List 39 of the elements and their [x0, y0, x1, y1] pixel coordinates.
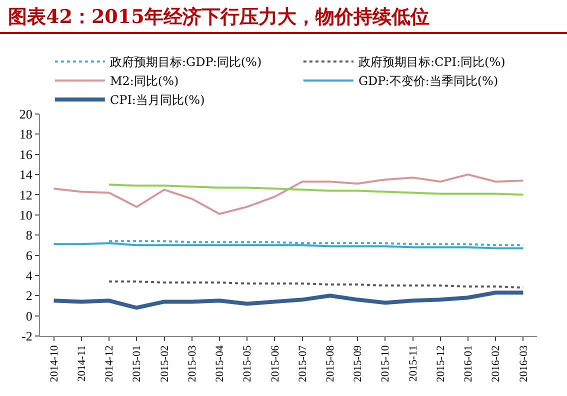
x-tick-label: 2015-11 — [407, 345, 420, 382]
x-tick-label: 2014-11 — [76, 345, 88, 382]
x-tick-label: 2015-04 — [214, 344, 226, 382]
line-series — [52, 174, 524, 215]
y-tick-label: -2 — [22, 328, 32, 344]
x-tick-label: 2015-03 — [186, 344, 198, 382]
x-tick-label: 2016-03 — [518, 344, 530, 382]
y-tick-label: 10 — [19, 207, 32, 222]
legend-label: CPI:当月同比(%) — [110, 93, 205, 108]
x-tick-label: 2015-05 — [242, 344, 254, 382]
x-tick-label: 2015-02 — [158, 345, 171, 382]
line-series — [52, 290, 526, 310]
y-tick-label: 20 — [19, 106, 32, 122]
x-tick-label: 2016-02 — [490, 345, 502, 382]
y-tick-label: 0 — [26, 308, 32, 324]
x-tick-label: 2014-10 — [48, 344, 60, 382]
x-tick-label: 2014-12 — [104, 345, 116, 382]
x-tick-label: 2015-10 — [380, 344, 392, 382]
legend-label: 政府预期目标:GDP:同比(%) — [110, 55, 262, 70]
legend-label: GDP:不变价:当季同比(%) — [358, 74, 498, 88]
y-tick-label: 12 — [19, 187, 32, 202]
y-tick-label: 18 — [19, 126, 32, 142]
x-tick-label: 2015-06 — [269, 344, 282, 382]
y-tick-label: 8 — [26, 228, 32, 243]
x-tick-label: 2015-12 — [434, 345, 447, 382]
x-tick-label: 2015-07 — [296, 344, 309, 382]
x-tick-label: 2016-01 — [462, 345, 475, 382]
y-tick-label: 14 — [19, 167, 33, 182]
x-tick-label: 2015-09 — [352, 344, 364, 382]
legend-label: 政府预期目标:CPI:同比(%) — [358, 55, 506, 70]
y-tick-label: 4 — [26, 268, 33, 283]
y-tick-label: 6 — [26, 248, 33, 263]
legend-label: M2:同比(%) — [110, 74, 179, 88]
chart-title: 图表42：2015年经济下行压力大，物价持续低位 — [0, 0, 567, 34]
line-series — [108, 184, 524, 196]
x-tick-label: 2015-01 — [131, 345, 144, 382]
y-tick-label: 2 — [26, 288, 32, 304]
x-tick-label: 2015-08 — [324, 344, 336, 382]
y-tick-label: 16 — [19, 146, 33, 162]
